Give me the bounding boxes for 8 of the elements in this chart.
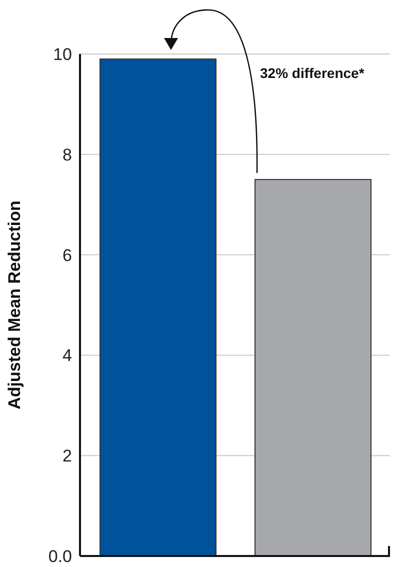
y-tick-label: 6 xyxy=(62,246,72,265)
y-tick-label: 2 xyxy=(62,446,72,466)
annotation: 32% difference* xyxy=(260,65,365,81)
y-tick-label: 8 xyxy=(62,145,72,164)
y-tick-label: 0.0 xyxy=(48,547,72,566)
y-axis-title: Adjusted Mean Reduction xyxy=(5,200,24,410)
y-tick-label: 4 xyxy=(62,346,72,366)
y-tick-label: 10 xyxy=(53,45,72,64)
